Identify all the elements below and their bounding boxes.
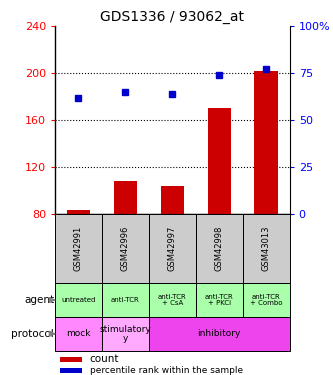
Bar bbox=[149, 214, 196, 283]
Text: untreated: untreated bbox=[61, 297, 96, 303]
Bar bbox=[243, 214, 290, 283]
Text: GSM42998: GSM42998 bbox=[215, 226, 224, 271]
Bar bbox=[55, 317, 102, 351]
Bar bbox=[102, 317, 149, 351]
Text: anti-TCR
+ CsA: anti-TCR + CsA bbox=[158, 294, 187, 306]
Text: GSM42997: GSM42997 bbox=[168, 226, 177, 271]
Text: mock: mock bbox=[66, 329, 91, 338]
Text: stimulatory
y: stimulatory y bbox=[100, 325, 151, 343]
Bar bbox=[55, 283, 102, 317]
Bar bbox=[243, 283, 290, 317]
Text: agent: agent bbox=[24, 295, 54, 305]
Text: count: count bbox=[90, 354, 119, 364]
Bar bbox=[55, 214, 102, 283]
Text: percentile rank within the sample: percentile rank within the sample bbox=[90, 366, 243, 375]
Text: GSM43013: GSM43013 bbox=[262, 226, 271, 271]
Text: inhibitory: inhibitory bbox=[197, 329, 241, 338]
Bar bbox=[60, 368, 82, 373]
Text: GSM42996: GSM42996 bbox=[121, 226, 130, 271]
Text: protocol: protocol bbox=[11, 329, 54, 339]
Bar bbox=[102, 283, 149, 317]
Bar bbox=[149, 317, 290, 351]
Bar bbox=[60, 357, 82, 362]
Bar bbox=[102, 214, 149, 283]
Text: anti-TCR
+ PKCi: anti-TCR + PKCi bbox=[205, 294, 234, 306]
Bar bbox=[254, 71, 278, 214]
Bar bbox=[207, 108, 231, 214]
Bar bbox=[161, 186, 184, 214]
Bar bbox=[196, 214, 243, 283]
Bar bbox=[114, 181, 137, 214]
Bar bbox=[67, 210, 90, 214]
Title: GDS1336 / 93062_at: GDS1336 / 93062_at bbox=[100, 10, 244, 24]
Text: anti-TCR
+ Combo: anti-TCR + Combo bbox=[250, 294, 282, 306]
Text: GSM42991: GSM42991 bbox=[74, 226, 83, 271]
Text: anti-TCR: anti-TCR bbox=[111, 297, 140, 303]
Bar bbox=[149, 283, 196, 317]
Bar bbox=[196, 283, 243, 317]
